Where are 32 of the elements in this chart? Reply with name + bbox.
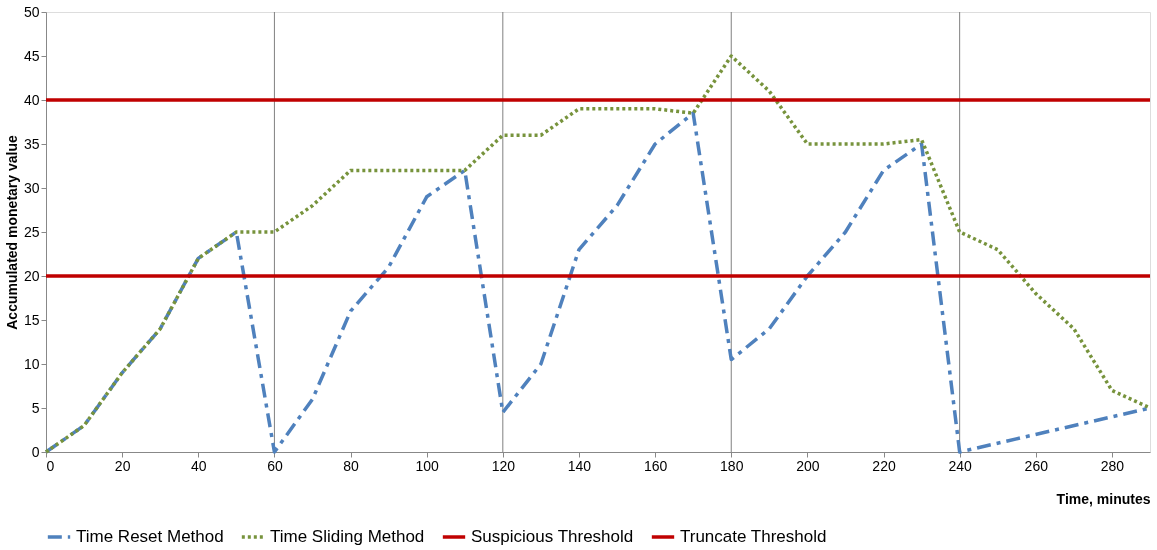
y-tick-label: 40	[23, 91, 40, 108]
x-tick-label: 40	[190, 457, 207, 474]
x-tick-label: 20	[114, 457, 131, 474]
legend-label: Time Reset Method	[76, 527, 224, 546]
y-tick-label: 35	[23, 135, 40, 152]
x-tick-label: 80	[343, 457, 360, 474]
y-tick-label: 25	[23, 223, 40, 240]
x-tick-label: 200	[796, 457, 820, 474]
x-tick-label: 60	[267, 457, 283, 474]
legend-label: Suspicious Threshold	[471, 527, 634, 546]
y-tick-label: 20	[23, 267, 40, 284]
y-tick-label: 45	[23, 47, 40, 64]
x-tick-label: 100	[415, 457, 440, 474]
x-tick-label: 140	[567, 457, 592, 474]
y-tick-label: 0	[31, 443, 40, 460]
x-tick-label: 160	[643, 457, 668, 474]
x-tick-label: 0	[46, 457, 55, 474]
x-tick-label: 220	[872, 457, 896, 474]
legend-label: Truncate Threshold	[680, 527, 827, 546]
x-tick-label: 180	[720, 457, 744, 474]
y-tick-label: 50	[23, 3, 40, 20]
x-tick-label: 120	[491, 457, 516, 474]
y-axis-title: Accumulated monetary value	[3, 135, 20, 330]
y-tick-label: 10	[23, 355, 40, 372]
y-tick-label: 15	[23, 311, 40, 328]
x-tick-label: 280	[1100, 457, 1125, 474]
x-axis-title: Time, minutes	[1056, 490, 1151, 507]
y-tick-label: 5	[31, 399, 40, 416]
x-tick-label: 240	[948, 457, 973, 474]
x-tick-label: 260	[1024, 457, 1049, 474]
legend-label: Time Sliding Method	[270, 527, 425, 546]
y-tick-label: 30	[23, 179, 40, 196]
